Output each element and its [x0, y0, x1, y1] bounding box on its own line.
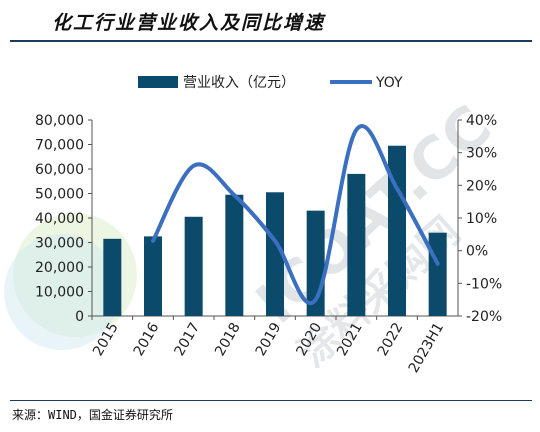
- y-right-tick-label: -20%: [466, 309, 502, 325]
- x-tick-label: 2022: [375, 320, 407, 359]
- y-left-tick-label: 70,000: [35, 138, 84, 154]
- x-tick-label: 2023H1: [406, 320, 447, 376]
- x-tick-label: 2016: [131, 320, 163, 359]
- bars: [103, 145, 447, 316]
- y-right-tick-label: 10%: [466, 211, 497, 227]
- y-left-tick-label: 40,000: [35, 211, 84, 227]
- revenue-bar: [225, 194, 244, 316]
- title-rule: [10, 40, 532, 42]
- revenue-bar: [103, 238, 122, 316]
- y-left-tick-label: 20,000: [35, 260, 84, 276]
- legend-line-label: YOY: [375, 75, 403, 91]
- revenue-bar: [347, 173, 366, 316]
- x-tick-label: 2017: [171, 320, 203, 359]
- x-tick-label: 2018: [212, 320, 244, 359]
- x-tick-label: 2019: [253, 320, 285, 359]
- source-note: 来源：WIND，国金证券研究所: [12, 408, 173, 422]
- y-right-tick-label: 0%: [466, 244, 488, 260]
- legend-bar-label: 营业收入（亿元）: [183, 75, 295, 91]
- y-left-tick-label: 10,000: [35, 285, 84, 301]
- chart: ICOAT.CC 涂料采购网 营业收入（亿元） YOY 010,00020,00…: [4, 75, 504, 376]
- revenue-bar: [144, 236, 162, 316]
- y-right-tick-label: 40%: [466, 113, 497, 129]
- chart-title: 化工行业营业收入及同比增速: [52, 12, 326, 34]
- y-right-tick-label: -10%: [466, 276, 502, 292]
- revenue-bar: [184, 216, 203, 316]
- watermark-circle-blue: [4, 234, 120, 350]
- y-right-tick-label: 20%: [466, 178, 497, 194]
- y-right-tick-label: 30%: [466, 146, 497, 162]
- yoy-line: [151, 124, 440, 305]
- y-left-tick-label: 50,000: [35, 187, 84, 203]
- revenue-bar: [428, 232, 447, 316]
- legend: 营业收入（亿元） YOY: [138, 75, 403, 91]
- revenue-bar: [266, 192, 284, 316]
- y-left-tick-label: 30,000: [35, 236, 84, 252]
- y-left-tick-label: 0: [75, 309, 84, 325]
- yoy-line-layer: [151, 124, 440, 305]
- y-left-tick-label: 60,000: [35, 162, 84, 178]
- legend-bar-swatch: [138, 76, 178, 88]
- footer-rule: [10, 400, 532, 401]
- revenue-bar: [388, 145, 406, 316]
- y-left-tick-label: 80,000: [35, 113, 84, 129]
